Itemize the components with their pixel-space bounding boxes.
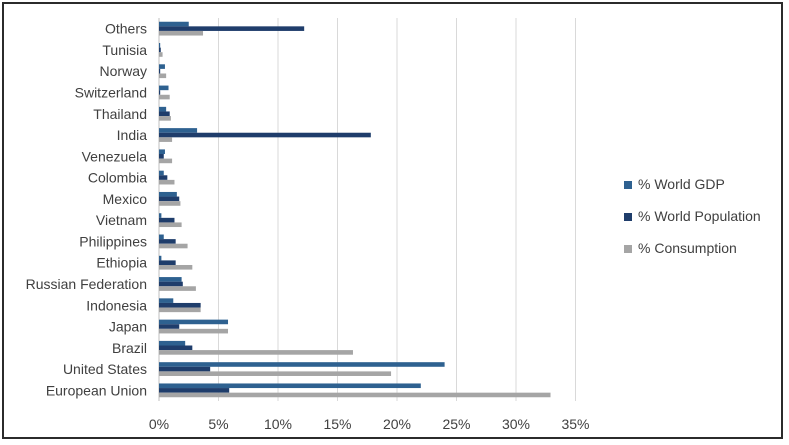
bar-brazil-world-gdp <box>159 340 186 346</box>
bar-others-consumption <box>159 30 204 36</box>
x-tick-label: 30% <box>502 416 530 432</box>
bar-russian-federation-consumption <box>159 286 196 291</box>
bar-philippines-consumption <box>159 243 188 249</box>
bar-vietnam-world-population <box>159 217 175 223</box>
bar-others-world-gdp <box>159 21 189 27</box>
bar-venezuela-consumption <box>159 158 173 164</box>
category-labels: European Union United States Brazil Japan In… <box>26 21 148 399</box>
category-label: Philippines <box>79 233 147 249</box>
bar-united-states-consumption <box>159 371 392 376</box>
category-label: Switzerland <box>75 84 147 100</box>
bar-tunisia-world-population <box>159 47 161 53</box>
bar-philippines-world-population <box>159 239 176 244</box>
bar-indonesia-consumption <box>159 307 201 313</box>
bar-thailand-world-gdp <box>159 106 167 112</box>
bar-colombia-world-gdp <box>159 170 164 176</box>
bar-mexico-world-population <box>159 196 180 202</box>
x-tick-label: 10% <box>264 416 292 432</box>
bar-chart: European Union United States Brazil Japan In… <box>26 18 761 432</box>
bar-switzerland-world-population <box>159 90 161 95</box>
category-label: Japan <box>109 319 147 335</box>
chart-frame: European Union United States Brazil Japan In… <box>2 2 783 439</box>
legend-swatch <box>624 245 632 253</box>
bar-ethiopia-world-population <box>159 260 176 265</box>
x-tick-label: 5% <box>208 416 228 432</box>
legend-label: % Consumption <box>638 240 737 256</box>
bar-norway-consumption <box>159 73 167 79</box>
bar-indonesia-world-gdp <box>159 298 174 303</box>
bar-switzerland-consumption <box>159 94 170 100</box>
category-label: Colombia <box>88 170 147 186</box>
x-tick-labels: 0% 5% 10% 15% 20% 25% 30% 35% <box>149 416 590 432</box>
bar-venezuela-world-gdp <box>159 149 165 155</box>
bar-others-world-population <box>159 26 305 31</box>
bar-mexico-consumption <box>159 201 181 206</box>
bar-japan-consumption <box>159 328 229 334</box>
bar-brazil-consumption <box>159 350 353 355</box>
x-tick-label: 15% <box>323 416 351 432</box>
bar-tunisia-world-gdp <box>159 43 161 48</box>
category-label: Norway <box>100 63 147 79</box>
gridlines <box>158 18 576 401</box>
category-label: Vietnam <box>96 212 147 228</box>
bar-switzerland-world-gdp <box>159 85 169 91</box>
bar-united-states-world-population <box>159 366 211 372</box>
bar-philippines-world-gdp <box>159 234 164 240</box>
bar-india-world-gdp <box>159 128 198 133</box>
category-label: Brazil <box>112 340 147 356</box>
bar-thailand-world-population <box>159 111 170 117</box>
legend-swatch <box>624 181 632 189</box>
bar-russian-federation-world-population <box>159 281 183 287</box>
bar-india-world-population <box>159 132 371 138</box>
x-tick-label: 25% <box>442 416 470 432</box>
bar-japan-world-population <box>159 324 180 329</box>
legend-label: % World GDP <box>638 176 725 192</box>
bar-japan-world-gdp <box>159 319 229 325</box>
bar-european-union-world-gdp <box>159 383 421 389</box>
category-label: Venezuela <box>82 148 148 164</box>
bar-indonesia-world-population <box>159 302 201 308</box>
bar-ethiopia-world-gdp <box>159 255 162 261</box>
x-tick-label: 20% <box>383 416 411 432</box>
bar-ethiopia-consumption <box>159 264 193 270</box>
bar-united-states-world-gdp <box>159 362 445 367</box>
category-label: Thailand <box>93 106 147 122</box>
bar-european-union-consumption <box>159 392 551 398</box>
bar-colombia-consumption <box>159 179 175 185</box>
category-label: Russian Federation <box>26 276 147 292</box>
bar-venezuela-world-population <box>159 154 164 159</box>
category-label: Tunisia <box>102 42 147 58</box>
x-tick-label: 0% <box>149 416 169 432</box>
bar-russian-federation-world-gdp <box>159 277 182 282</box>
category-label: India <box>117 127 148 143</box>
bar-mexico-world-gdp <box>159 191 177 197</box>
bar-european-union-world-population <box>159 388 230 393</box>
category-label: Ethiopia <box>96 255 147 271</box>
bar-india-consumption <box>159 137 173 142</box>
bar-norway-world-population <box>159 68 161 74</box>
bar-series <box>159 21 551 398</box>
category-label: Indonesia <box>86 297 147 313</box>
bar-colombia-world-population <box>159 175 168 180</box>
category-label: United States <box>63 361 147 377</box>
bar-vietnam-consumption <box>159 222 182 228</box>
bar-thailand-consumption <box>159 116 171 121</box>
bar-norway-world-gdp <box>159 64 165 69</box>
bar-brazil-world-population <box>159 345 193 351</box>
legend: % World GDP % World Population % Consumpti… <box>624 176 761 256</box>
category-label: Others <box>105 21 147 37</box>
bar-vietnam-world-gdp <box>159 213 162 218</box>
bar-tunisia-consumption <box>159 52 163 57</box>
category-label: European Union <box>46 382 147 398</box>
x-tick-label: 35% <box>561 416 589 432</box>
category-label: Mexico <box>103 191 148 207</box>
legend-swatch <box>624 213 632 221</box>
legend-label: % World Population <box>638 208 761 224</box>
